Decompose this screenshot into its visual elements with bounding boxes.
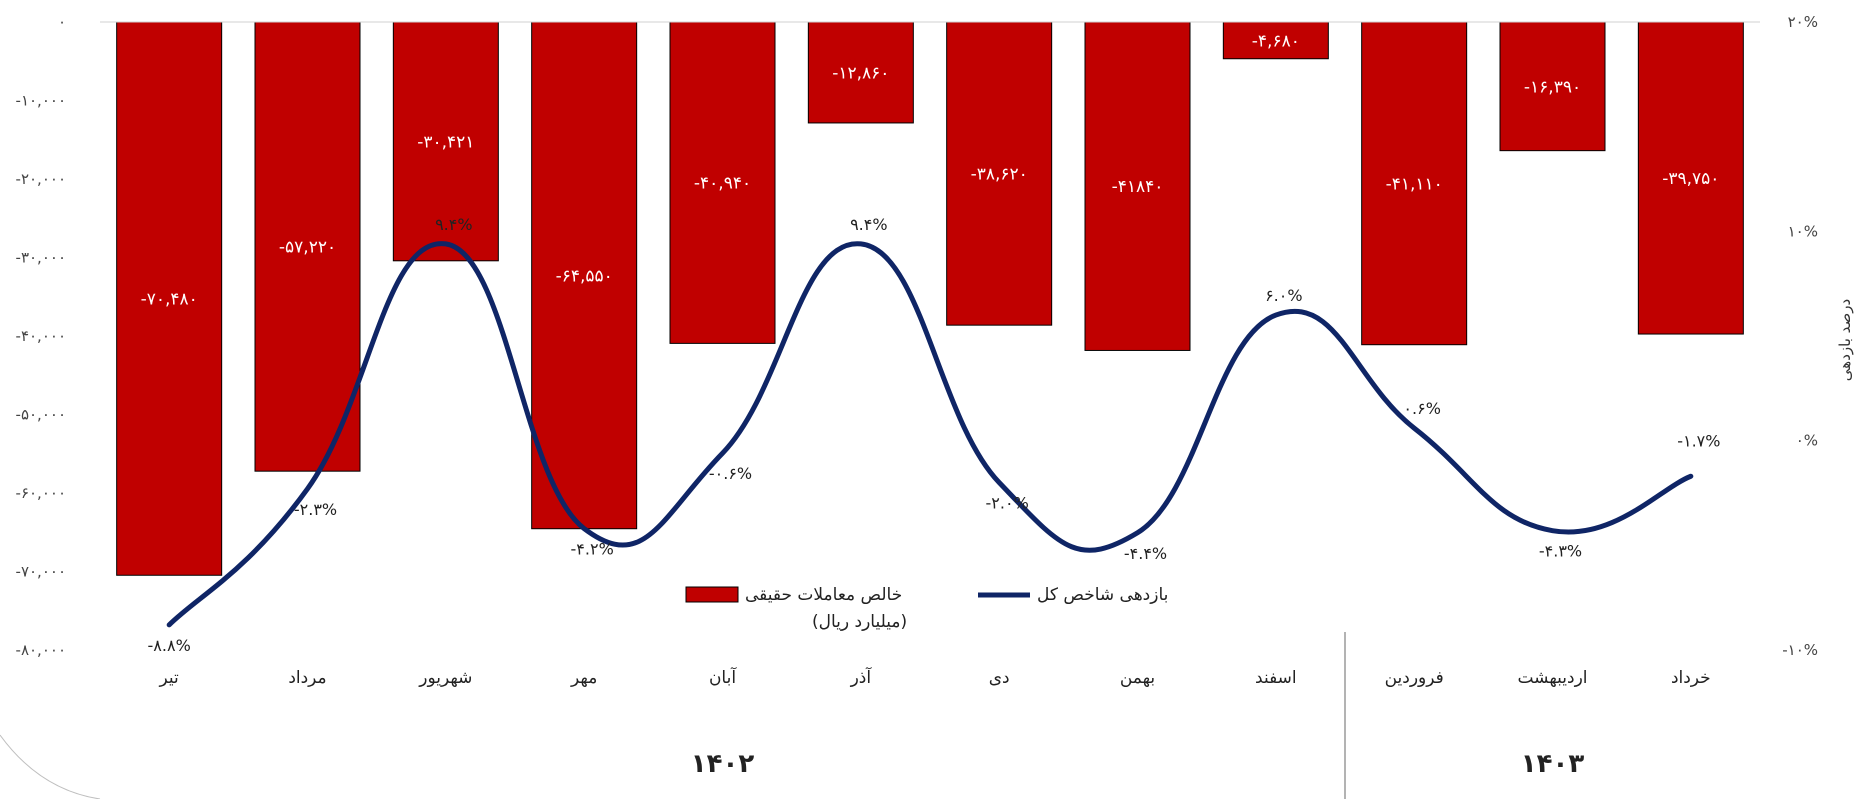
y-left-tick-label: -۷۰,۰۰۰ bbox=[16, 563, 66, 581]
bar-value-label: -۱۶,۳۹۰ bbox=[1524, 77, 1581, 97]
legend-bar-label-unit: (میلیارد ریال) bbox=[812, 612, 907, 632]
bar bbox=[1637, 21, 1744, 335]
bar-value-label: -۷۰,۴۸۰ bbox=[141, 290, 198, 310]
bar-value-label: -۱۲,۸۶۰ bbox=[832, 63, 889, 83]
line-value-label: -۴.۴% bbox=[1124, 544, 1167, 563]
bar bbox=[1084, 21, 1191, 351]
y-left-tick-label: ۰ bbox=[58, 13, 66, 31]
line-value-label: ۰.۶% bbox=[1403, 399, 1440, 418]
bar-value-label: -۴,۶۸۰ bbox=[1252, 31, 1300, 51]
line-value-label: ۹.۴% bbox=[850, 215, 887, 234]
y-left-tick-label: -۵۰,۰۰۰ bbox=[16, 406, 66, 424]
y-left-tick-label: -۸۰,۰۰۰ bbox=[16, 641, 66, 659]
y-left-tick-label: -۳۰,۰۰۰ bbox=[16, 249, 66, 267]
bar bbox=[1361, 21, 1468, 346]
bar-value-label: -۳۸,۶۲۰ bbox=[971, 165, 1028, 185]
y-left-tick-label: -۲۰,۰۰۰ bbox=[16, 170, 66, 188]
x-group-label: ۱۴۰۲ bbox=[691, 749, 755, 779]
y-right-tick-label: ۱۰% bbox=[1788, 222, 1818, 240]
y-right-tick-label: ۰% bbox=[1796, 432, 1818, 450]
bar bbox=[254, 21, 361, 472]
bar bbox=[807, 21, 914, 124]
y-right-axis-title: درصد بازدهی bbox=[1836, 299, 1854, 381]
bar bbox=[1499, 21, 1606, 152]
legend-bar-swatch bbox=[685, 586, 739, 603]
line-value-label: -۱.۷% bbox=[1677, 431, 1720, 450]
x-category-label: خرداد bbox=[1671, 668, 1711, 688]
y-left-tick-label: -۱۰,۰۰۰ bbox=[16, 92, 66, 110]
legend-line-label: بازدهی شاخص کل bbox=[1037, 585, 1168, 605]
x-category-label: اسفند bbox=[1255, 668, 1297, 688]
bar bbox=[946, 21, 1053, 326]
x-category-label: آذر bbox=[850, 666, 873, 688]
line-value-label: -۲.۳% bbox=[294, 500, 337, 519]
bar-value-label: -۳۰,۴۲۱ bbox=[417, 132, 474, 152]
line-value-label: ۶.۰% bbox=[1265, 286, 1302, 305]
legend-bar-label: خالص معاملات حقیقی bbox=[745, 585, 902, 605]
bar-value-label: -۶۴,۵۵۰ bbox=[556, 266, 613, 286]
x-category-label: بهمن bbox=[1120, 668, 1155, 688]
line-value-label: -۸.۸% bbox=[148, 636, 191, 655]
bar-value-label: -۴۱۸۴۰ bbox=[1112, 177, 1164, 197]
x-category-label: مهر bbox=[570, 668, 597, 688]
y-left-tick-label: -۶۰,۰۰۰ bbox=[16, 484, 66, 502]
bar bbox=[669, 21, 776, 344]
x-category-label: تیر bbox=[159, 668, 180, 688]
y-right-tick-label: ۲۰% bbox=[1788, 13, 1818, 31]
bar-value-label: -۵۷,۲۲۰ bbox=[279, 238, 336, 258]
x-category-label: فروردین bbox=[1385, 668, 1444, 688]
bar bbox=[1222, 21, 1329, 60]
y-left-tick-label: -۴۰,۰۰۰ bbox=[16, 327, 66, 345]
x-category-label: شهریور bbox=[418, 668, 472, 688]
x-category-label: اردیبهشت bbox=[1517, 668, 1587, 688]
y-right-tick-label: -۱۰% bbox=[1782, 641, 1818, 659]
bar bbox=[116, 21, 223, 576]
x-group-label: ۱۴۰۳ bbox=[1521, 749, 1585, 779]
line-value-label: -۰.۶% bbox=[709, 464, 752, 483]
x-category-label: دی bbox=[989, 668, 1010, 688]
line-series bbox=[166, 241, 1694, 628]
bar-value-label: -۴۰,۹۴۰ bbox=[694, 174, 751, 194]
corner-arc bbox=[0, 734, 101, 800]
x-category-label: مرداد bbox=[288, 668, 326, 688]
line-value-label: -۴.۲% bbox=[571, 540, 614, 559]
x-category-label: آبان bbox=[709, 666, 737, 688]
bar-value-label: -۳۹,۷۵۰ bbox=[1662, 169, 1719, 189]
bar bbox=[531, 21, 638, 530]
line-value-label: -۲.۰% bbox=[986, 494, 1029, 513]
line-value-label: -۴.۳% bbox=[1539, 542, 1582, 561]
bar-value-label: -۴۱,۱۱۰ bbox=[1386, 174, 1443, 194]
line-value-label: ۹.۴% bbox=[435, 215, 472, 234]
